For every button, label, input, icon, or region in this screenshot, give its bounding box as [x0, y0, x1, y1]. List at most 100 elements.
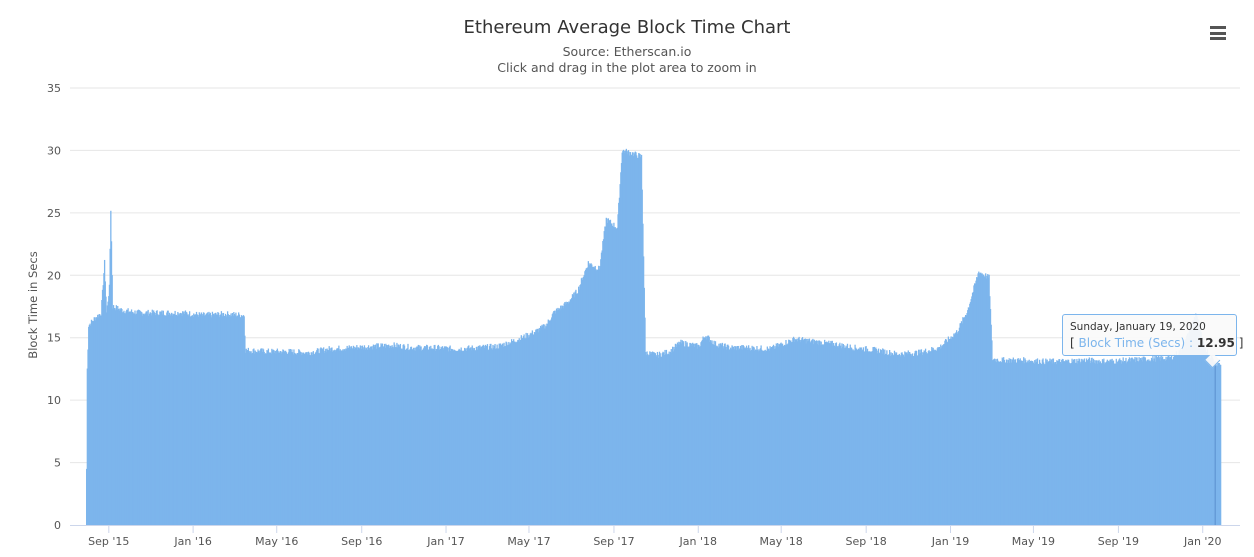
- bar[interactable]: [430, 345, 432, 525]
- bar[interactable]: [363, 347, 365, 525]
- bar[interactable]: [759, 348, 762, 525]
- bar[interactable]: [463, 351, 465, 525]
- bar[interactable]: [812, 338, 814, 525]
- bar[interactable]: [372, 349, 374, 525]
- bar[interactable]: [1063, 361, 1066, 525]
- bar[interactable]: [432, 349, 434, 525]
- bar[interactable]: [690, 343, 692, 525]
- bar[interactable]: [878, 352, 880, 525]
- bar[interactable]: [490, 343, 492, 525]
- bar[interactable]: [427, 349, 429, 525]
- bar[interactable]: [709, 341, 711, 525]
- bar[interactable]: [842, 343, 844, 525]
- bar[interactable]: [407, 343, 409, 525]
- bar[interactable]: [547, 319, 549, 525]
- bar[interactable]: [522, 338, 524, 525]
- bar[interactable]: [922, 352, 925, 525]
- bar[interactable]: [986, 276, 988, 525]
- bar[interactable]: [899, 355, 901, 525]
- bar[interactable]: [1140, 359, 1142, 525]
- bar[interactable]: [500, 345, 502, 525]
- bar[interactable]: [530, 332, 532, 525]
- bar[interactable]: [902, 354, 904, 525]
- bar[interactable]: [687, 346, 689, 525]
- bar[interactable]: [806, 338, 808, 525]
- bar[interactable]: [827, 342, 829, 525]
- bar[interactable]: [413, 350, 415, 525]
- bar[interactable]: [994, 358, 996, 525]
- bar[interactable]: [349, 346, 351, 525]
- bar[interactable]: [973, 285, 975, 525]
- bar[interactable]: [848, 348, 851, 525]
- bar[interactable]: [1045, 361, 1048, 525]
- bar[interactable]: [160, 311, 162, 525]
- bar[interactable]: [1203, 343, 1205, 525]
- bar[interactable]: [912, 356, 914, 525]
- bar[interactable]: [334, 349, 336, 525]
- bar[interactable]: [1186, 335, 1188, 525]
- bar[interactable]: [619, 184, 621, 526]
- bar[interactable]: [669, 354, 671, 525]
- bar[interactable]: [647, 356, 650, 525]
- bar[interactable]: [631, 152, 634, 525]
- bar[interactable]: [1166, 357, 1169, 525]
- bar[interactable]: [761, 350, 764, 525]
- bar[interactable]: [917, 355, 919, 525]
- bar[interactable]: [1146, 361, 1148, 525]
- bar[interactable]: [1112, 360, 1115, 525]
- bar[interactable]: [504, 346, 506, 525]
- bar[interactable]: [134, 310, 136, 525]
- bar[interactable]: [900, 356, 902, 525]
- bar[interactable]: [399, 346, 401, 525]
- bar[interactable]: [1175, 351, 1178, 525]
- bar[interactable]: [400, 348, 402, 525]
- bar[interactable]: [553, 310, 556, 525]
- bar[interactable]: [772, 344, 775, 525]
- bar[interactable]: [423, 347, 425, 525]
- bar[interactable]: [110, 210, 112, 525]
- bar[interactable]: [623, 150, 625, 525]
- bar[interactable]: [425, 344, 428, 525]
- bar[interactable]: [870, 351, 872, 525]
- bar[interactable]: [553, 311, 555, 525]
- bar[interactable]: [132, 313, 135, 525]
- bar[interactable]: [137, 309, 140, 525]
- bar[interactable]: [259, 350, 261, 525]
- bar[interactable]: [979, 272, 981, 525]
- bar[interactable]: [359, 345, 361, 525]
- bar[interactable]: [1058, 359, 1060, 525]
- bar[interactable]: [672, 351, 674, 525]
- bar[interactable]: [480, 346, 482, 525]
- bar[interactable]: [105, 296, 107, 525]
- bar[interactable]: [518, 338, 520, 525]
- bar[interactable]: [1199, 329, 1201, 525]
- bar[interactable]: [1044, 364, 1046, 525]
- bar[interactable]: [235, 312, 237, 525]
- bar[interactable]: [646, 351, 648, 525]
- bar[interactable]: [608, 220, 610, 526]
- bar[interactable]: [1050, 361, 1052, 525]
- bar[interactable]: [101, 289, 104, 525]
- bar[interactable]: [499, 343, 501, 525]
- bar[interactable]: [704, 337, 706, 525]
- bar[interactable]: [574, 291, 576, 525]
- bar[interactable]: [387, 344, 390, 525]
- bar[interactable]: [383, 346, 385, 525]
- bar[interactable]: [632, 156, 634, 525]
- bar[interactable]: [757, 351, 759, 525]
- bar[interactable]: [929, 351, 932, 525]
- bar[interactable]: [1130, 357, 1133, 525]
- bar[interactable]: [1049, 358, 1051, 525]
- bar[interactable]: [523, 334, 525, 525]
- bar[interactable]: [321, 348, 323, 525]
- bar[interactable]: [291, 349, 293, 525]
- bar[interactable]: [1182, 348, 1184, 525]
- bar[interactable]: [963, 317, 965, 525]
- bar[interactable]: [1211, 357, 1213, 525]
- bar[interactable]: [1161, 356, 1164, 525]
- bar[interactable]: [408, 350, 410, 525]
- bar[interactable]: [281, 352, 283, 525]
- bar[interactable]: [1103, 358, 1105, 525]
- bar[interactable]: [974, 283, 976, 525]
